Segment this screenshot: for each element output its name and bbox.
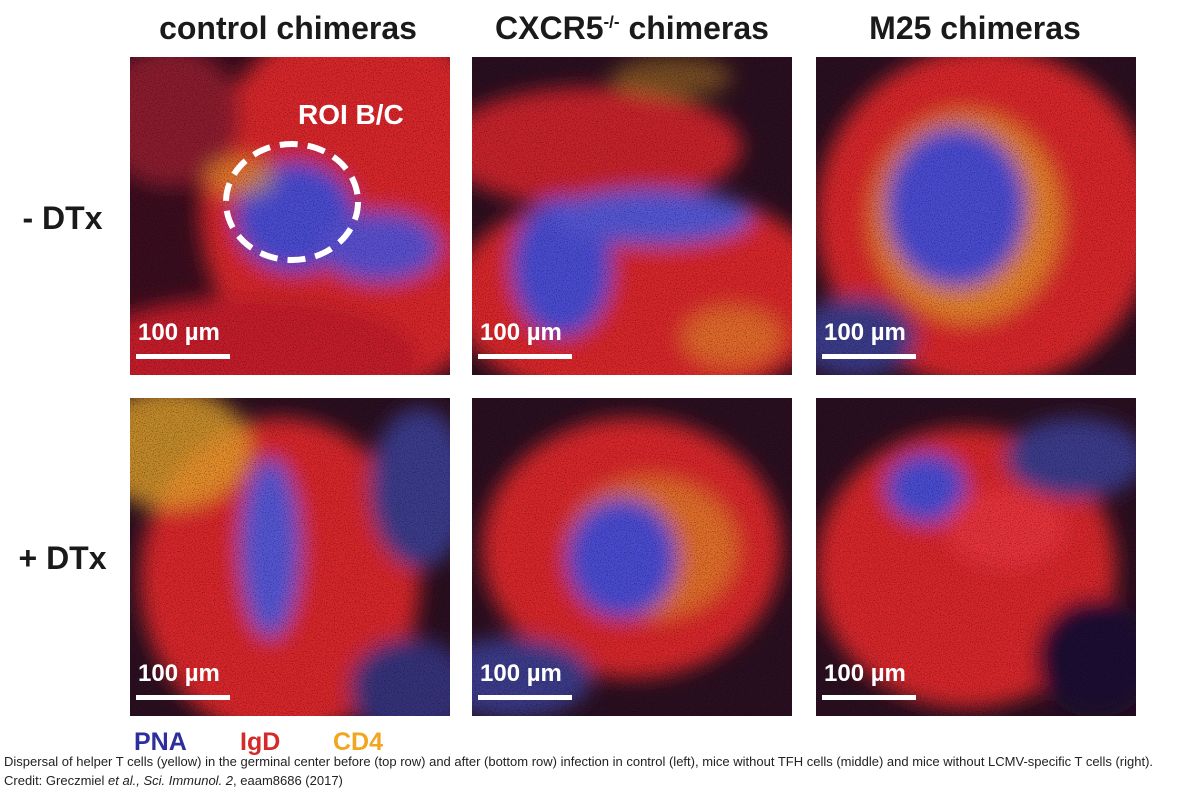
micrograph-image [130, 398, 450, 716]
scale-bar-label: 100 µm [138, 319, 220, 346]
scale-bar-label: 100 µm [480, 660, 562, 687]
column-title-suffix: chimeras [619, 10, 769, 46]
scale-bar [822, 695, 916, 700]
column-title-superscript: -/- [603, 12, 620, 32]
micrograph-control-plus-dtx: 100 µm [130, 398, 450, 716]
micrograph-m25-plus-dtx: 100 µm [816, 398, 1136, 716]
micrograph-m25-minus-dtx: 100 µm [816, 57, 1136, 375]
scale-bar-label: 100 µm [824, 319, 906, 346]
roi-label: ROI B/C [298, 99, 404, 130]
column-title-text: CXCR5 [495, 10, 604, 46]
micrograph-image [816, 398, 1136, 716]
column-title-text: control chimeras [159, 10, 417, 46]
scale-bar-label: 100 µm [824, 660, 906, 687]
row-label-plus-dtx: + DTx [18, 540, 107, 576]
column-title-control: control chimeras [123, 10, 453, 47]
micrograph-cxcr5-minus-dtx: 100 µm [472, 57, 792, 375]
column-title-cxcr5: CXCR5-/- chimeras [467, 10, 797, 47]
caption-citation: et al., Sci. Immunol. 2 [108, 773, 234, 788]
scale-bar [478, 695, 572, 700]
micrograph-image [816, 57, 1136, 375]
scale-bar [822, 354, 916, 359]
micrograph-control-minus-dtx: ROI B/C 100 µm [130, 57, 450, 375]
micrograph-image [130, 57, 450, 375]
scale-bar [478, 354, 572, 359]
caption-reference: , eaam8686 (2017) [233, 773, 343, 788]
figure-caption: Dispersal of helper T cells (yellow) in … [4, 752, 1194, 790]
scale-bar [136, 354, 230, 359]
micrograph-image [472, 57, 792, 375]
scale-bar-label: 100 µm [138, 660, 220, 687]
row-label-minus-dtx: - DTx [22, 200, 103, 236]
legend-cd4: CD4 [333, 728, 384, 756]
scale-bar-label: 100 µm [480, 319, 562, 346]
legend-igd: IgD [240, 728, 281, 756]
column-title-text: M25 chimeras [869, 10, 1081, 46]
micrograph-image [472, 398, 792, 716]
micrograph-cxcr5-plus-dtx: 100 µm [472, 398, 792, 716]
scale-bar [136, 695, 230, 700]
caption-text: Dispersal of helper T cells (yellow) in … [4, 754, 1154, 788]
column-title-m25: M25 chimeras [810, 10, 1140, 47]
legend-pna: PNA [134, 728, 187, 756]
